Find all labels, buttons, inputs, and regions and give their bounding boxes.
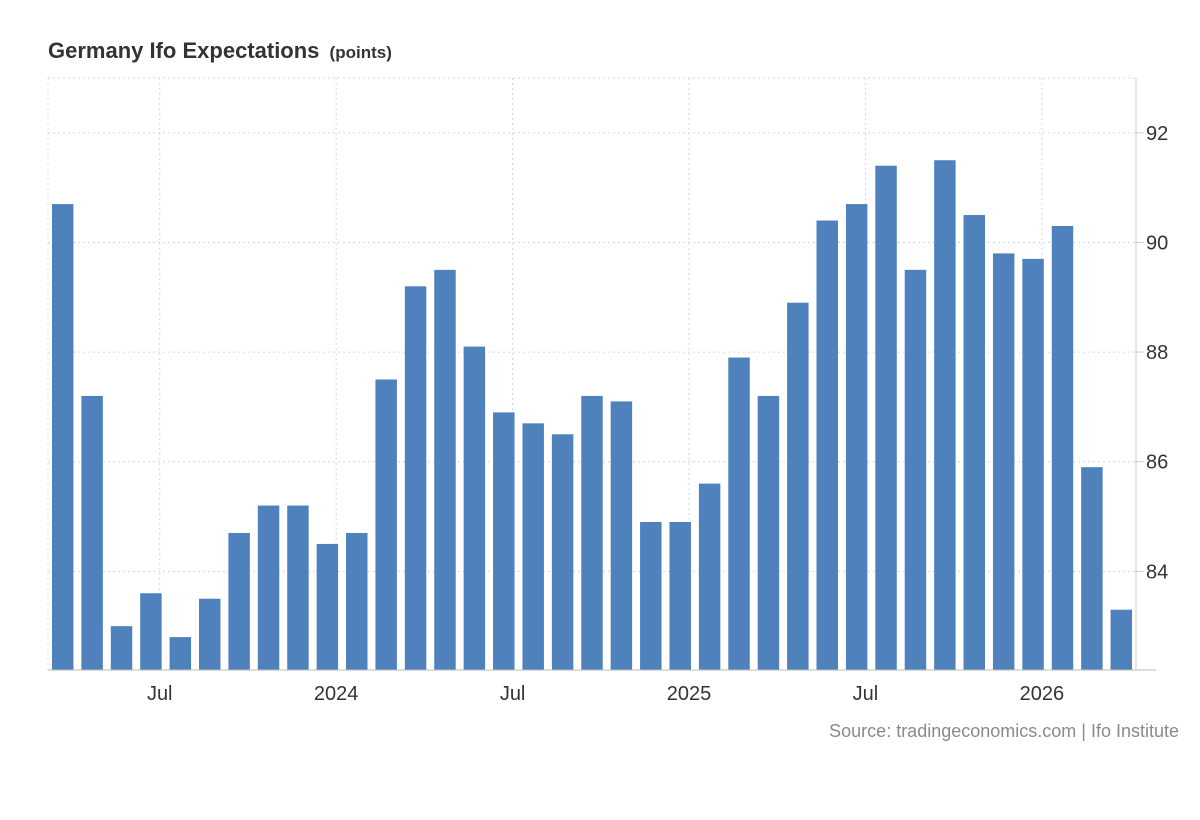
bar [934, 160, 956, 670]
x-tick-label: 2026 [1020, 683, 1065, 705]
bar [463, 346, 486, 670]
bar [640, 522, 662, 670]
bar [140, 593, 162, 670]
x-tick-label: Jul [500, 683, 526, 705]
y-tick-label: 86 [1146, 452, 1168, 474]
y-tick-label: 88 [1146, 342, 1168, 364]
bar [610, 401, 633, 670]
bar [1022, 258, 1044, 670]
y-tick-label: 92 [1146, 123, 1168, 145]
bar [493, 412, 515, 670]
x-tick-label: Jul [147, 683, 173, 705]
bar [698, 483, 721, 670]
bar [904, 269, 927, 670]
bar [1081, 467, 1103, 670]
chart-unit: (points) [329, 43, 392, 62]
bar [1051, 226, 1074, 670]
axes [47, 78, 1156, 671]
bar [551, 434, 574, 670]
bar [1110, 609, 1133, 670]
bar [228, 532, 250, 670]
bar [51, 204, 74, 670]
bar [169, 637, 192, 670]
x-tick-label: 2024 [314, 683, 359, 705]
bar [728, 357, 750, 670]
bar [198, 598, 221, 670]
bar [346, 532, 368, 670]
bar [316, 543, 339, 670]
bar [963, 215, 986, 670]
bar [992, 253, 1015, 670]
x-tick-label: Jul [853, 683, 879, 705]
bar [287, 505, 309, 670]
bars [51, 160, 1133, 670]
bar [375, 379, 397, 670]
chart-title-text: Germany Ifo Expectations [48, 38, 320, 63]
y-tick-label: 90 [1146, 232, 1168, 254]
bar [522, 423, 544, 670]
bar [257, 505, 280, 670]
bar [81, 395, 103, 670]
bar [787, 302, 809, 670]
source-note: Source: tradingeconomics.com | Ifo Insti… [829, 721, 1179, 741]
bar [816, 220, 838, 670]
bar [110, 626, 133, 670]
bar [875, 165, 897, 670]
bar [581, 395, 603, 670]
bar [757, 395, 780, 670]
y-tick-label: 84 [1146, 561, 1168, 583]
bar [669, 522, 691, 670]
x-tick-label: 2025 [667, 683, 712, 705]
bar [404, 286, 427, 670]
chart-title: Germany Ifo Expectations (points) [48, 38, 392, 64]
tick-labels: 84 86 88 90 92 Jul 2024 Jul 2025 Jul 2026 [147, 123, 1168, 705]
bar [845, 204, 868, 670]
bar [434, 269, 456, 670]
